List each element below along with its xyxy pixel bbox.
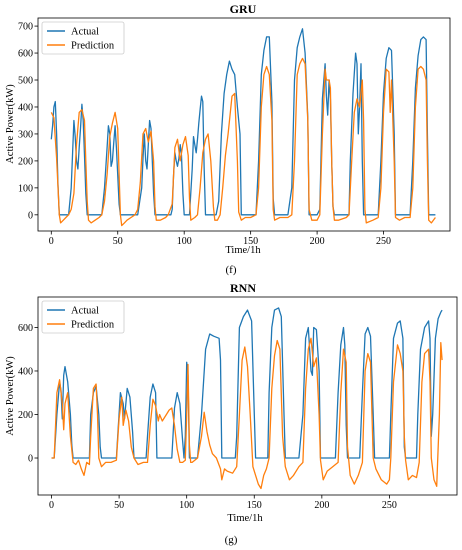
x-tick-label: 0: [49, 236, 54, 247]
series-line-prediction: [50, 57, 436, 227]
x-tick-label: 250: [376, 236, 391, 247]
figure-caption-g: (g): [225, 534, 238, 546]
x-axis-label: Time/1h: [225, 245, 261, 256]
legend: Actual Prediction: [41, 300, 125, 334]
legend-box: [41, 300, 125, 334]
chart-title-rnn: RNN: [230, 281, 256, 295]
x-ticks: 0 50 100 150 200 250: [49, 231, 391, 247]
legend-label-actual: Actual: [71, 306, 99, 317]
rnn-panel: RNN 0 50 100 150 200 250 0 200 400 600 Actual Pre…: [5, 281, 458, 546]
y-tick-label: 200: [18, 156, 33, 167]
y-tick-label: 100: [18, 183, 33, 194]
y-tick-label: 300: [18, 129, 33, 140]
x-tick-label: 200: [314, 500, 329, 511]
plot-frame: [37, 296, 458, 496]
y-axis-label: Active Power(kW): [5, 356, 16, 436]
series-layer: [50, 28, 436, 227]
y-ticks: 0 200 400 600: [18, 323, 38, 465]
x-tick-label: 50: [113, 236, 123, 247]
chart-title-gru: GRU: [230, 2, 257, 16]
y-tick-label: 700: [18, 22, 33, 33]
x-axis-label: Time/1h: [227, 513, 263, 524]
y-tick-label: 400: [18, 102, 33, 113]
x-tick-label: 50: [114, 500, 124, 511]
series-line-actual: [51, 307, 443, 459]
y-tick-label: 500: [18, 76, 33, 87]
series-line-prediction: [51, 337, 443, 490]
plot-frame: [37, 17, 451, 232]
x-tick-label: 250: [382, 500, 397, 511]
gru-panel: GRU 0 50 100 150 200 250 0 100 200 300 400 500 600 7…: [5, 2, 451, 276]
y-tick-label: 0: [28, 210, 33, 221]
y-axis-label: Active Power(kW): [5, 84, 16, 164]
series-layer: [51, 307, 443, 490]
y-tick-label: 200: [18, 410, 33, 421]
y-tick-label: 0: [28, 454, 33, 465]
y-ticks: 0 100 200 300 400 500 600 700: [18, 22, 38, 221]
figure-caption-f: (f): [226, 264, 237, 276]
x-tick-label: 100: [179, 500, 194, 511]
legend-box: [41, 21, 125, 55]
x-tick-label: 150: [243, 236, 258, 247]
y-tick-label: 600: [18, 323, 33, 334]
x-tick-label: 0: [49, 500, 54, 511]
y-tick-label: 400: [18, 366, 33, 377]
x-tick-label: 150: [247, 500, 262, 511]
legend-label-actual: Actual: [71, 27, 99, 38]
x-tick-label: 100: [177, 236, 192, 247]
x-ticks: 0 50 100 150 200 250: [49, 495, 397, 511]
legend: Actual Prediction: [41, 21, 125, 55]
legend-label-prediction: Prediction: [71, 41, 115, 52]
series-line-actual: [50, 28, 436, 216]
x-tick-label: 200: [310, 236, 325, 247]
legend-label-prediction: Prediction: [71, 320, 115, 331]
y-tick-label: 600: [18, 49, 33, 60]
